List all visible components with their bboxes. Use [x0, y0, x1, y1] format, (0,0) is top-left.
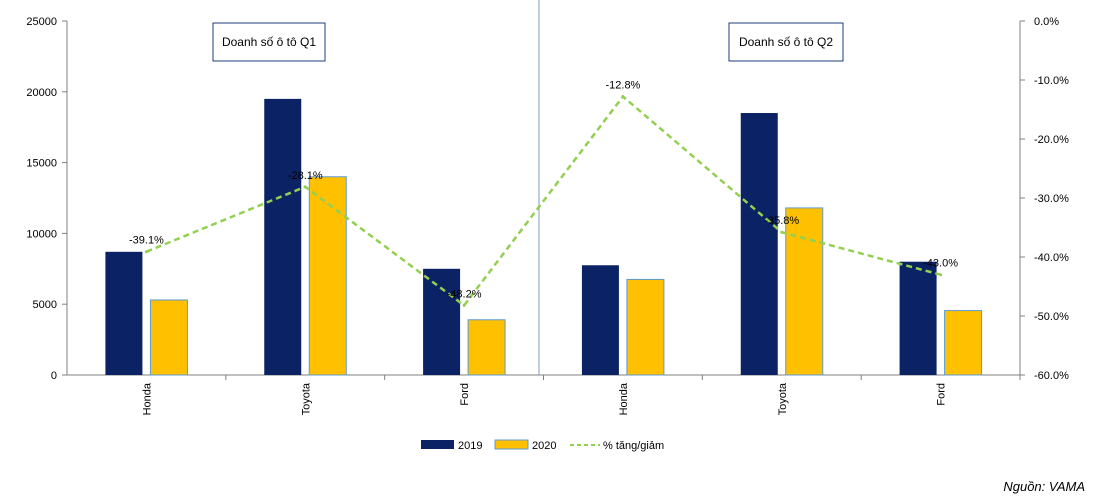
right-tick-label: -30.0%: [1034, 193, 1069, 205]
bar-2019-toyota: [264, 98, 302, 375]
category-label: Honda: [141, 382, 153, 415]
change-data-label: -28.1%: [288, 170, 323, 182]
source-note: Nguồn: VAMA: [1003, 479, 1085, 494]
category-label: Toyota: [300, 382, 312, 415]
legend-2020-label: 2020: [532, 440, 556, 452]
change-point: [780, 230, 784, 234]
q1-annotation: Doanh số ô tô Q1: [222, 35, 316, 49]
left-tick-label: 10000: [26, 228, 57, 240]
change-point: [303, 185, 307, 189]
change-point: [939, 273, 943, 277]
q2-annotation-box: [728, 22, 844, 62]
legend: 2019 2020 % tăng/giảm: [421, 439, 664, 452]
bar-2019-ford: [423, 268, 461, 375]
change-data-label: -43.0%: [923, 258, 958, 270]
right-tick-label: 0.0%: [1034, 16, 1059, 28]
q1-annotation-box: [212, 22, 326, 62]
left-tick-label: 25000: [26, 16, 57, 28]
right-tick-label: -20.0%: [1034, 134, 1069, 146]
left-tick-label: 0: [51, 370, 57, 382]
change-data-label: -48.2%: [447, 288, 482, 300]
right-tick-label: -60.0%: [1034, 370, 1069, 382]
legend-2020-swatch: [494, 439, 529, 450]
change-point: [462, 303, 466, 307]
bar-2020-ford: [467, 319, 506, 376]
left-tick-label: 5000: [33, 299, 57, 311]
legend-change-label: % tăng/giảm: [603, 440, 664, 452]
bar-2020-toyota: [308, 176, 347, 376]
category-label: Ford: [459, 383, 471, 406]
bar-2019-honda: [581, 265, 619, 375]
change-data-label: -35.8%: [764, 215, 799, 227]
right-tick-label: -10.0%: [1034, 75, 1069, 87]
left-tick-label: 20000: [26, 87, 57, 99]
change-data-label: -39.1%: [129, 235, 164, 247]
legend-2019-swatch: [421, 440, 454, 449]
left-tick-label: 15000: [26, 158, 57, 170]
q2-annotation: Doanh số ô tô Q2: [739, 35, 833, 49]
category-label: Ford: [936, 383, 948, 406]
bar-2019-honda: [105, 251, 143, 375]
change-point: [144, 250, 148, 254]
bar-2020-honda: [626, 278, 665, 376]
right-tick-label: -50.0%: [1034, 311, 1069, 323]
change-line: [145, 94, 941, 308]
category-label: Honda: [618, 382, 630, 415]
bar-2019-ford: [899, 261, 937, 375]
bar-2020-honda: [149, 299, 188, 376]
category-label: Toyota: [777, 382, 789, 415]
right-tick-label: -40.0%: [1034, 252, 1069, 264]
legend-2019-label: 2019: [458, 440, 482, 452]
bar-2019-toyota: [740, 113, 778, 375]
change-point: [621, 95, 625, 99]
bar-2020-toyota: [785, 207, 824, 376]
change-data-label: -12.8%: [605, 80, 640, 92]
bar-2020-ford: [944, 310, 983, 376]
